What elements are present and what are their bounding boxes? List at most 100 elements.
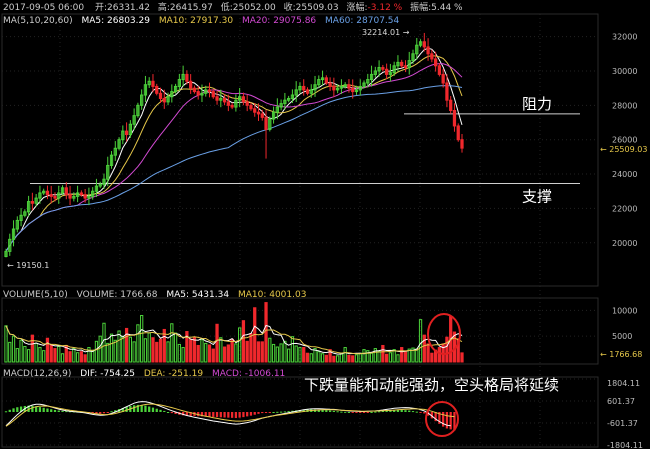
volume-bar bbox=[45, 337, 50, 363]
candle-body bbox=[253, 108, 257, 113]
candle-body bbox=[26, 201, 31, 213]
macd-bar bbox=[411, 411, 415, 413]
volume-bar bbox=[279, 343, 283, 363]
candle-body bbox=[362, 82, 366, 87]
volume-bar bbox=[53, 348, 57, 363]
candle-body bbox=[128, 123, 132, 136]
candle-body bbox=[230, 104, 234, 108]
ma60-line bbox=[5, 85, 463, 252]
volume-bar bbox=[264, 302, 268, 363]
candle-body bbox=[358, 85, 362, 91]
macd-bar bbox=[328, 410, 332, 412]
candle-body bbox=[343, 84, 347, 87]
candle-body bbox=[366, 79, 370, 84]
volume-bar bbox=[192, 336, 197, 363]
candle-body bbox=[407, 60, 411, 69]
candle-body bbox=[23, 211, 27, 216]
macd-bar bbox=[57, 410, 60, 412]
macd-bar bbox=[99, 412, 102, 414]
volume-bar bbox=[230, 338, 234, 363]
macd-bar bbox=[42, 407, 45, 412]
macd-bar bbox=[53, 409, 57, 412]
volume-bar bbox=[460, 352, 464, 363]
candle-body bbox=[140, 94, 144, 106]
y-axis-labels: 20000 22000 24000 26000 28000 30000 32000 5000 1… bbox=[607, 33, 643, 449]
macd-bar bbox=[95, 412, 98, 414]
volume-bar bbox=[136, 324, 140, 363]
volume-bar bbox=[121, 335, 125, 363]
volume-bar bbox=[287, 348, 291, 363]
price-tick-label: 30000 bbox=[612, 67, 637, 76]
candle-body bbox=[102, 178, 106, 185]
macd-highlight-circle bbox=[425, 401, 459, 437]
volume-bar bbox=[407, 348, 411, 363]
macd-bar bbox=[355, 412, 358, 413]
candle-body bbox=[45, 190, 50, 196]
volume-bar bbox=[222, 346, 227, 363]
candle-body bbox=[109, 154, 114, 166]
macd-bar bbox=[268, 412, 271, 413]
price-tick-label: 26000 bbox=[612, 136, 637, 145]
candle-body bbox=[4, 250, 8, 258]
volume-bar bbox=[366, 350, 370, 363]
candle-body bbox=[422, 41, 426, 48]
macd-bar bbox=[144, 405, 147, 412]
macd-bar bbox=[249, 412, 253, 416]
candle-body bbox=[403, 65, 408, 69]
price-tick-label: 24000 bbox=[612, 170, 637, 179]
volume-tick-label: 10000 bbox=[612, 306, 637, 315]
volume-bar bbox=[347, 354, 351, 363]
volume-bar bbox=[411, 347, 415, 363]
candle-body bbox=[369, 73, 374, 81]
macd-bar bbox=[4, 411, 8, 413]
macd-bar bbox=[151, 407, 155, 412]
macd-bar bbox=[302, 409, 305, 412]
volume-tick-label: 5000 bbox=[612, 332, 632, 341]
candle-body bbox=[388, 72, 393, 75]
volume-bar bbox=[351, 355, 355, 363]
volume-bar bbox=[68, 351, 72, 363]
macd-bar bbox=[321, 409, 324, 412]
macd-bar bbox=[102, 412, 106, 414]
candle-body bbox=[64, 187, 68, 196]
candle-body bbox=[200, 92, 204, 96]
macd-bar bbox=[200, 412, 204, 417]
price-tick-label: 20000 bbox=[612, 239, 637, 248]
macd-bar bbox=[313, 409, 317, 412]
candle-body bbox=[211, 91, 215, 98]
macd-bar bbox=[155, 408, 158, 412]
macd-bar bbox=[125, 406, 128, 412]
candle-body bbox=[396, 61, 400, 67]
candle-body bbox=[151, 80, 155, 87]
macd-bar bbox=[35, 406, 38, 412]
candle-body bbox=[204, 89, 208, 94]
volume-legend: VOLUME(5,10) VOLUME: 1766.68 MA5: 5431.3… bbox=[3, 290, 306, 300]
candle-body bbox=[215, 96, 219, 101]
volume-bar bbox=[140, 315, 144, 363]
last-volume-tag: ← 1766.68 bbox=[600, 350, 642, 359]
candle-body bbox=[158, 92, 163, 99]
volume-bar bbox=[362, 349, 366, 363]
volume-bar bbox=[79, 351, 84, 363]
macd-bar bbox=[325, 410, 328, 412]
macd-bar bbox=[366, 412, 369, 413]
volume-bar bbox=[283, 340, 287, 363]
volume-bar bbox=[15, 348, 19, 363]
candle-body bbox=[132, 115, 136, 125]
candle-body bbox=[79, 192, 84, 196]
candle-body bbox=[283, 99, 287, 105]
volume-bar bbox=[8, 341, 12, 363]
macd-bar bbox=[12, 408, 15, 412]
ma-legend: MA(5,10,20,60) MA5: 26803.29 MA10: 27917… bbox=[3, 16, 400, 26]
candle-body bbox=[309, 89, 313, 94]
macd-bar bbox=[50, 409, 53, 412]
macd-bar bbox=[163, 410, 166, 412]
macd-bar bbox=[238, 412, 241, 418]
volume-bar bbox=[196, 344, 200, 363]
candle-body bbox=[170, 91, 174, 98]
volume-bar bbox=[170, 323, 174, 363]
macd-bar bbox=[61, 410, 64, 412]
macd-bar bbox=[279, 411, 283, 413]
candle-body bbox=[98, 183, 102, 187]
volume-bar bbox=[437, 347, 442, 363]
